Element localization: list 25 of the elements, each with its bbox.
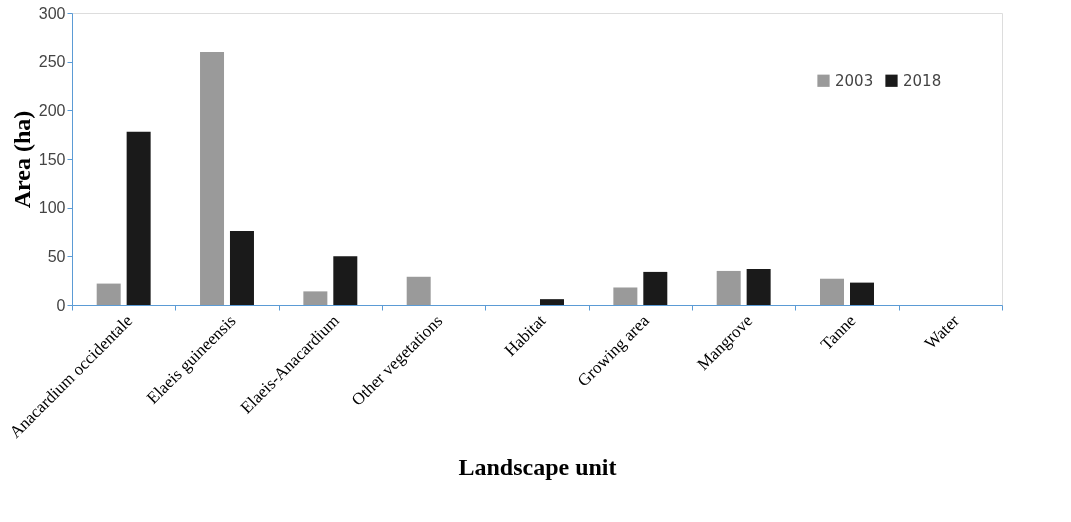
bar [716, 270, 741, 305]
bar [820, 278, 845, 305]
bar [613, 287, 638, 305]
bar [229, 231, 254, 305]
x-axis-title: Landscape unit [458, 453, 617, 480]
bar [406, 276, 431, 305]
bar [643, 271, 668, 305]
y-tick-label: 100 [38, 199, 66, 217]
legend-label: 2018 [903, 71, 942, 90]
bar [96, 283, 121, 305]
y-tick-label: 50 [47, 247, 66, 265]
bar [849, 282, 874, 305]
bar [746, 268, 771, 305]
bar [126, 131, 151, 305]
y-tick-label: 250 [38, 53, 66, 71]
bar [333, 256, 358, 305]
bar [303, 291, 328, 305]
y-tick-label: 150 [38, 150, 66, 168]
bar [539, 299, 564, 305]
y-tick-label: 0 [56, 296, 66, 314]
y-tick-label: 200 [38, 101, 66, 119]
y-axis-title: Area (ha) [8, 110, 35, 209]
y-tick-label: 300 [38, 4, 66, 22]
legend-label: 2003 [835, 71, 874, 90]
bar [200, 51, 225, 305]
